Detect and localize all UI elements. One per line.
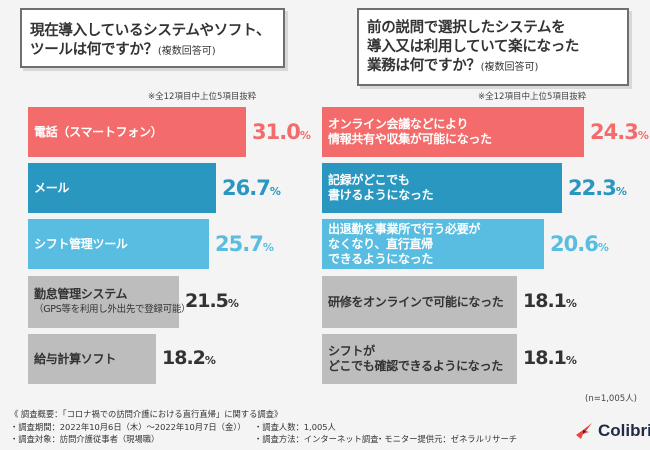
value-label: 18.2% [162,349,216,368]
bar-label-line: なくなり、直行直帰 [328,236,433,251]
value-number: 18.1 [523,347,567,369]
brand-logo: Colibri [574,420,650,442]
bar-3: シフト管理ツール [28,219,209,269]
bar-label-line: できるようになった [328,251,434,266]
bar-4: 研修をオンラインで可能になった [322,276,517,328]
right-question-line3: 業務は何ですか？ [367,58,481,74]
right-question-line2: 導入又は利用していて楽になった [367,39,580,55]
bar-label-line: 電話（スマートフォン） [34,124,163,139]
right-question-box: 前の説問で選択したシステムを 導入又は利用していて楽になった 業務は何ですか？(… [357,8,629,86]
bar-5: シフトが どこでも確認できるようになった [322,334,517,384]
bar-2: 記録がどこでも 書けるようになった [322,163,562,213]
bar-label-line: シフト管理ツール [34,236,128,251]
right-question-line1: 前の説問で選択したシステムを [367,20,566,36]
value-unit: % [637,129,649,142]
left-question-box: 現在導入しているシステムやソフト、 ツールは何ですか？(複数回答可) [20,8,285,68]
value-label: 26.7% [222,178,281,199]
bar-label-line: 情報共有や収集が可能になった [328,132,492,146]
value-unit: % [565,297,577,310]
value-number: 25.7 [215,232,264,256]
value-label: 25.7% [215,234,274,255]
value-unit: % [262,241,274,254]
value-unit: % [299,129,311,142]
bar-label-line: 記録がどこでも [328,173,410,187]
value-number: 31.0 [252,120,301,144]
bar-label-line: シフトが [328,344,375,358]
bar-label-line: オンライン会議などにより [328,117,469,131]
footer-period: ・調査期間：2022年10月6日（木）～2022年10月7日（金）） [10,422,246,432]
value-number: 18.2 [162,347,206,369]
footer-method: ・調査方法：インターネット調査 [254,434,379,444]
value-number: 26.7 [222,176,271,200]
bar-label-line: 研修をオンラインで可能になった [328,294,504,309]
value-label: 20.6% [550,234,609,255]
left-question-line1: 現在導入しているシステムやソフト、 [30,23,271,39]
bar-1: 電話（スマートフォン） [28,107,246,157]
bar-label-line: 出退勤を事業所で行う必要が [328,221,481,236]
value-number: 18.1 [523,290,567,312]
bar-1: オンライン会議などにより 情報共有や収集が可能になった [322,107,584,157]
bar-label-line: 給与計算ソフト [34,351,116,366]
value-unit: % [227,297,239,310]
value-number: 20.6 [550,232,599,256]
bar-label-line: （GPS等を利用し外出先で登録可能） [34,304,191,315]
hummingbird-icon [576,423,592,439]
value-label: 21.5% [185,292,239,311]
left-question-note: (複数回答可) [157,46,216,57]
value-label: 22.3% [568,178,627,199]
sample-size-note: (n=1,005人) [585,394,637,404]
footer-title: 《 調査概要：「コロナ禍での訪問介護における直行直帰」に関する調査》 [10,409,283,419]
footer-count: ・調査人数：1,005人 [254,422,336,432]
value-unit: % [597,241,609,254]
bar-label-line: どこでも確認できるようになった [328,359,503,373]
value-number: 22.3 [568,176,617,200]
value-number: 24.3 [590,120,639,144]
value-label: 24.3% [590,122,649,143]
footer-provider: ・モニター提供元：ゼネラルリサーチ [376,434,518,444]
left-extract-note: ※全12項目中上位5項目抜粋 [148,92,257,102]
value-unit: % [269,185,281,198]
footer-target: ・調査対象：訪問介護従事者（現場職） [10,434,160,444]
value-unit: % [204,354,216,367]
value-label: 31.0% [252,122,311,143]
bar-label-line: 書けるようになった [328,188,434,202]
brand-name: Colibri [598,421,650,440]
bar-5: 給与計算ソフト [28,334,156,384]
bar-label-line: メール [34,180,70,195]
left-question-line2: ツールは何ですか？ [30,42,158,58]
value-label: 18.1% [523,292,577,311]
value-unit: % [565,354,577,367]
bar-3: 出退勤を事業所で行う必要が なくなり、直行直帰 できるようになった [322,219,544,269]
right-question-note: (複数回答可) [480,62,539,73]
bar-2: メール [28,163,216,213]
value-label: 18.1% [523,349,577,368]
bar-label-line: 勤怠管理システム [34,287,128,301]
right-extract-note: ※全12項目中上位5項目抜粋 [478,92,587,102]
bar-4: 勤怠管理システム （GPS等を利用し外出先で登録可能） [28,276,191,328]
value-number: 21.5 [185,290,229,312]
value-unit: % [615,185,627,198]
